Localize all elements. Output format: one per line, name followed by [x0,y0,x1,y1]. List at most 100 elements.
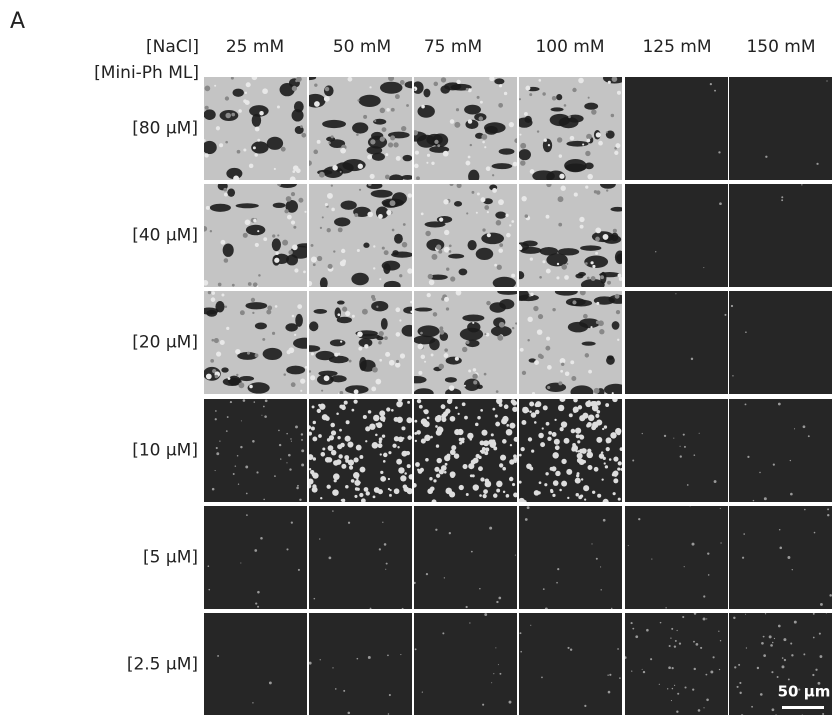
domain [467,240,477,251]
particle [787,556,791,559]
particle [673,437,675,439]
particle [415,462,420,467]
particle [333,473,340,480]
particle [449,415,456,422]
texture [386,107,390,112]
particle [495,647,497,649]
particle [781,199,784,202]
particle [530,412,537,418]
texture [394,94,400,100]
image-grid [204,77,832,715]
domain [285,323,298,332]
domain [235,203,259,209]
particle [240,562,242,564]
particle [418,404,423,409]
domain [245,302,268,310]
particle [367,410,372,414]
texture [353,389,359,394]
particle [328,435,335,441]
texture [449,184,454,187]
particle [736,685,739,688]
particle [747,455,750,458]
particle [571,444,579,452]
texture [498,84,503,88]
particle [389,493,392,497]
particle [389,488,392,492]
particle [734,666,737,669]
particle [289,468,292,471]
texture [225,140,228,144]
texture [395,362,401,368]
domain [550,107,564,112]
particle [534,402,539,408]
particle [477,416,481,420]
particle [211,487,215,491]
particle [379,410,386,417]
particle [620,467,622,471]
particle [585,400,592,408]
domain [481,232,505,245]
domain [549,113,571,127]
particle [375,433,378,437]
particle [214,418,217,421]
particle [339,428,342,432]
texture [439,217,444,222]
particle [642,670,646,674]
domain [371,300,389,312]
particle [783,658,787,662]
texture [330,135,334,139]
particle [345,484,349,489]
texture [420,331,423,335]
particle [693,667,696,671]
texture [521,195,527,202]
particle [668,666,671,670]
micrograph [204,77,307,180]
texture [252,311,255,315]
particle [586,423,591,428]
tile-bg [625,291,728,394]
texture [379,136,385,142]
texture [395,155,401,161]
particle [465,605,468,609]
particle [611,473,616,477]
particle [698,432,700,434]
texture [259,110,264,116]
particle [793,428,796,430]
texture [441,297,445,301]
texture [275,251,279,255]
texture [310,243,314,247]
texture [321,389,324,392]
texture [617,338,620,341]
domain [221,367,229,373]
particle [798,688,801,691]
particle [719,639,722,642]
texture [402,223,406,226]
particle [207,565,210,568]
texture [545,214,550,219]
texture [337,313,341,317]
texture [209,229,213,233]
particle [479,450,483,453]
texture [551,95,557,101]
particle [353,472,360,479]
domain [309,93,326,108]
texture [324,203,328,207]
particle [469,474,473,478]
domain [352,122,369,134]
domain [313,309,328,314]
particle [479,494,482,497]
particle [278,443,282,447]
texture [224,96,230,101]
particle [397,446,400,449]
domain [376,336,384,341]
texture [590,276,596,281]
particle [320,451,326,457]
particle [332,510,334,512]
particle [781,196,784,199]
particle [751,705,753,708]
particle [485,447,490,452]
texture [226,326,230,330]
row-label: [40 μM] [132,226,198,246]
particle [343,400,348,405]
domain [416,134,437,148]
